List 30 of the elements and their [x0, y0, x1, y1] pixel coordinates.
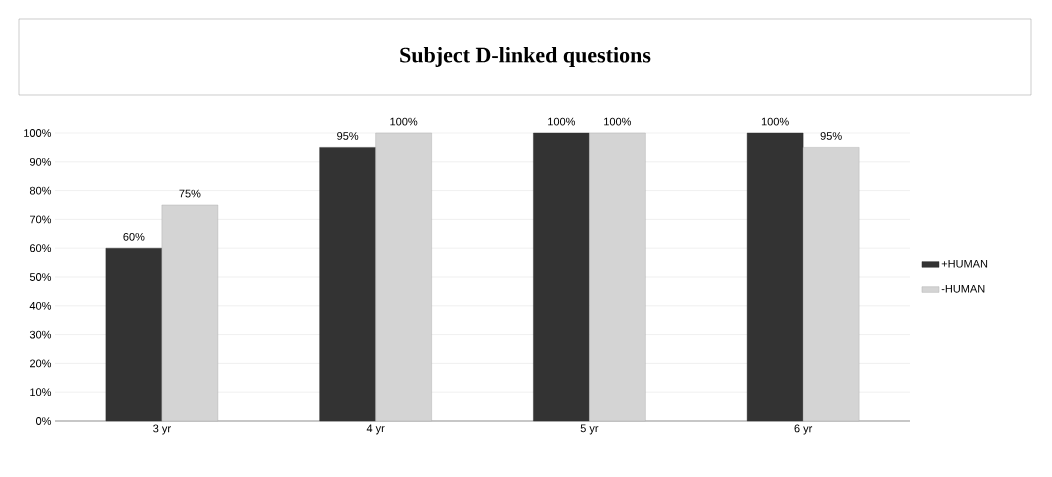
- x-tick-label: 5 yr: [580, 424, 599, 435]
- y-tick-label: 30%: [29, 330, 52, 339]
- data-label: 100%: [548, 117, 576, 126]
- chart-title: Subject D-linked questions: [400, 47, 651, 67]
- y-tick-label: 20%: [30, 359, 52, 368]
- legend-label: +HUMAN: [941, 259, 988, 268]
- data-label: 95%: [337, 132, 359, 140]
- bar: [533, 132, 590, 422]
- y-tick-label: 100%: [24, 129, 52, 137]
- y-tick-label: 50%: [29, 273, 52, 281]
- y-tick-label: 80%: [29, 186, 52, 195]
- y-tick-label: 10%: [30, 388, 52, 397]
- y-tick-label: 60%: [30, 244, 52, 253]
- legend-label: -HUMAN: [941, 285, 985, 293]
- bar: [746, 132, 804, 422]
- x-tick-label: 6 yr: [794, 424, 813, 435]
- y-tick-label: 40%: [29, 301, 52, 310]
- data-label: 100%: [390, 117, 418, 126]
- x-tick-label: 3 yr: [153, 424, 171, 435]
- data-label: 100%: [761, 117, 789, 126]
- bar: [319, 147, 376, 422]
- data-label: 60%: [123, 232, 145, 241]
- bar: [105, 248, 163, 422]
- data-label: 95%: [820, 132, 842, 140]
- data-label: 75%: [179, 189, 201, 198]
- y-tick-label: 70%: [30, 215, 52, 224]
- y-tick-label: 0%: [35, 417, 52, 425]
- data-label: 100%: [604, 117, 632, 126]
- y-tick-label: 90%: [29, 157, 52, 166]
- x-tick-label: 4 yr: [366, 424, 385, 435]
